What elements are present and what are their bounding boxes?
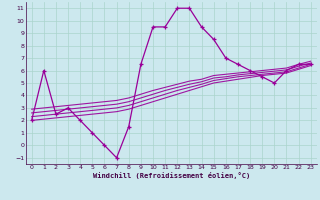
X-axis label: Windchill (Refroidissement éolien,°C): Windchill (Refroidissement éolien,°C) (92, 172, 250, 179)
